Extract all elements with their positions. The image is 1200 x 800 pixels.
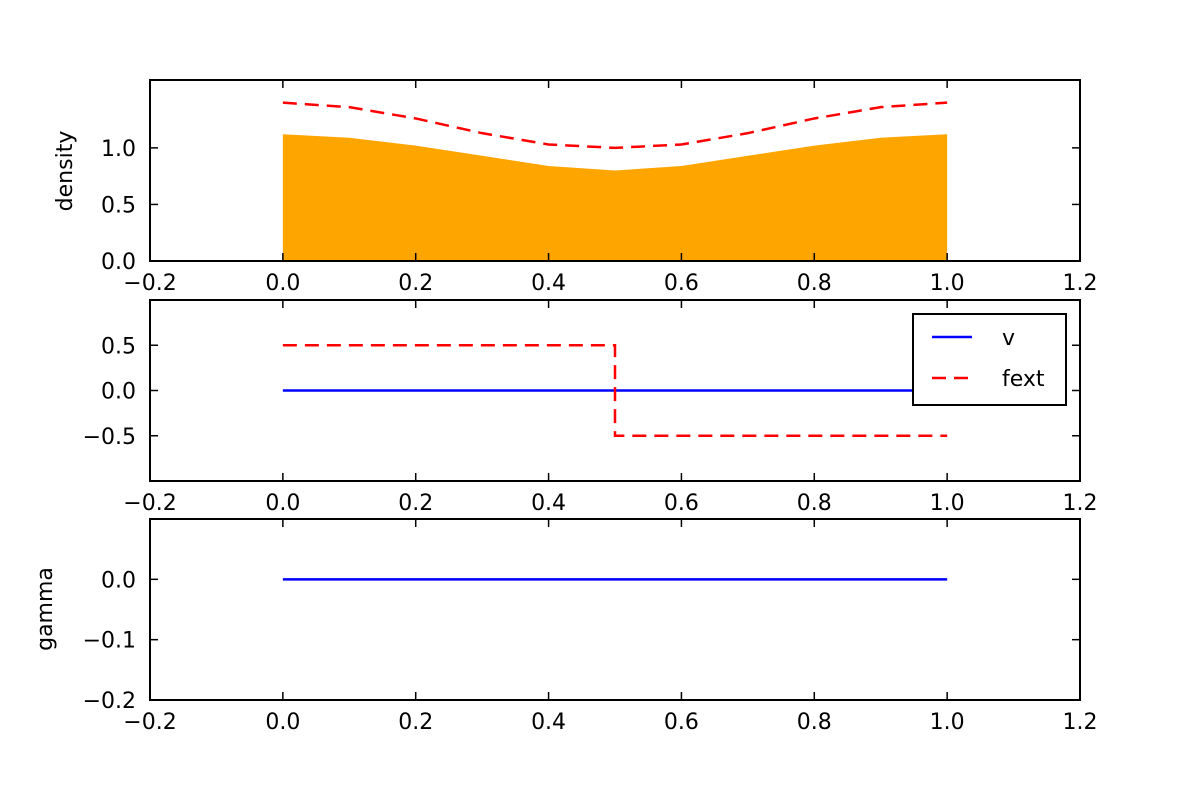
density-xtick-label: 0.6 <box>664 271 699 296</box>
density-ytick-label: 0.0 <box>101 250 136 275</box>
velocity-xtick-label: 0.8 <box>797 491 832 516</box>
density-xtick-label: 1.2 <box>1063 271 1098 296</box>
gamma-ytick-label: 0.0 <box>101 568 136 593</box>
density-series-fill <box>282 134 948 261</box>
density-axes: −0.2 0.0 0.2 0.4 0.6 0.8 1.0 1.20.00.51.0 <box>101 79 1098 296</box>
velocity-xtick-label: −0.2 <box>123 491 176 516</box>
subplot-density: −0.2 0.0 0.2 0.4 0.6 0.8 1.0 1.20.00.51.0 densi… <box>53 79 1098 296</box>
gamma-xtick-label: 1.2 <box>1063 710 1098 735</box>
density-ytick-label: 0.5 <box>101 193 136 218</box>
gamma-xtick-label: 1.0 <box>930 710 965 735</box>
legend: v fext <box>912 313 1067 406</box>
velocity-xtick-label: 0.2 <box>398 491 433 516</box>
density-ylabel: density <box>53 131 78 212</box>
velocity-xtick-label: 0.0 <box>265 491 300 516</box>
velocity-ytick-label: 0.0 <box>101 380 136 405</box>
gamma-ytick-label: −0.2 <box>83 689 136 714</box>
density-xtick-label: 0.2 <box>398 271 433 296</box>
velocity-plot-area <box>282 344 948 437</box>
velocity-xtick-label: 0.4 <box>531 491 566 516</box>
subplot-gamma: −0.2 0.0 0.2 0.4 0.6 0.8 1.0 1.2 −0.2 −0.1 0.0 gam… <box>33 518 1098 735</box>
velocity-xtick-label: 0.6 <box>664 491 699 516</box>
density-xtick-label: −0.2 <box>123 271 176 296</box>
gamma-xtick-label: 0.4 <box>531 710 566 735</box>
gamma-frame <box>149 518 1081 701</box>
velocity-xtick-label: 1.0 <box>930 491 965 516</box>
density-xtick-label: 1.0 <box>930 271 965 296</box>
velocity-ytick-label: −0.5 <box>83 425 136 450</box>
density-plot-area <box>282 101 948 261</box>
gamma-xtick-label: 0.6 <box>664 710 699 735</box>
subplot-velocity: −0.2 0.0 0.2 0.4 0.6 0.8 1.0 1.2 −0.5 0.0 0.5 v fe… <box>83 299 1098 516</box>
density-xtick-label: 0.8 <box>797 271 832 296</box>
density-xtick-label: 0.0 <box>265 271 300 296</box>
velocity-xtick-label: 1.2 <box>1063 491 1098 516</box>
density-ytick-label: 1.0 <box>101 137 136 162</box>
gamma-axes: −0.2 0.0 0.2 0.4 0.6 0.8 1.0 1.2 −0.2 −0.1 0.0 <box>83 518 1098 735</box>
gamma-xtick-label: 0.2 <box>398 710 433 735</box>
density-frame <box>149 79 1081 262</box>
gamma-ytick-label: −0.1 <box>83 629 136 654</box>
velocity-ytick-label: 0.5 <box>101 334 136 359</box>
velocity-axes: −0.2 0.0 0.2 0.4 0.6 0.8 1.0 1.2 −0.5 0.0 0.5 <box>83 299 1098 516</box>
gamma-xtick-label: 0.0 <box>265 710 300 735</box>
legend-label-fext: fext <box>1002 367 1045 392</box>
legend-box <box>912 313 1067 406</box>
density-series-line-1 <box>282 101 948 150</box>
gamma-xtick-label: −0.2 <box>123 710 176 735</box>
density-xtick-label: 0.4 <box>531 271 566 296</box>
gamma-ylabel: gamma <box>33 567 58 651</box>
legend-label-v: v <box>1002 326 1015 351</box>
gamma-xtick-label: 0.8 <box>797 710 832 735</box>
velocity-series-fext <box>282 344 948 437</box>
